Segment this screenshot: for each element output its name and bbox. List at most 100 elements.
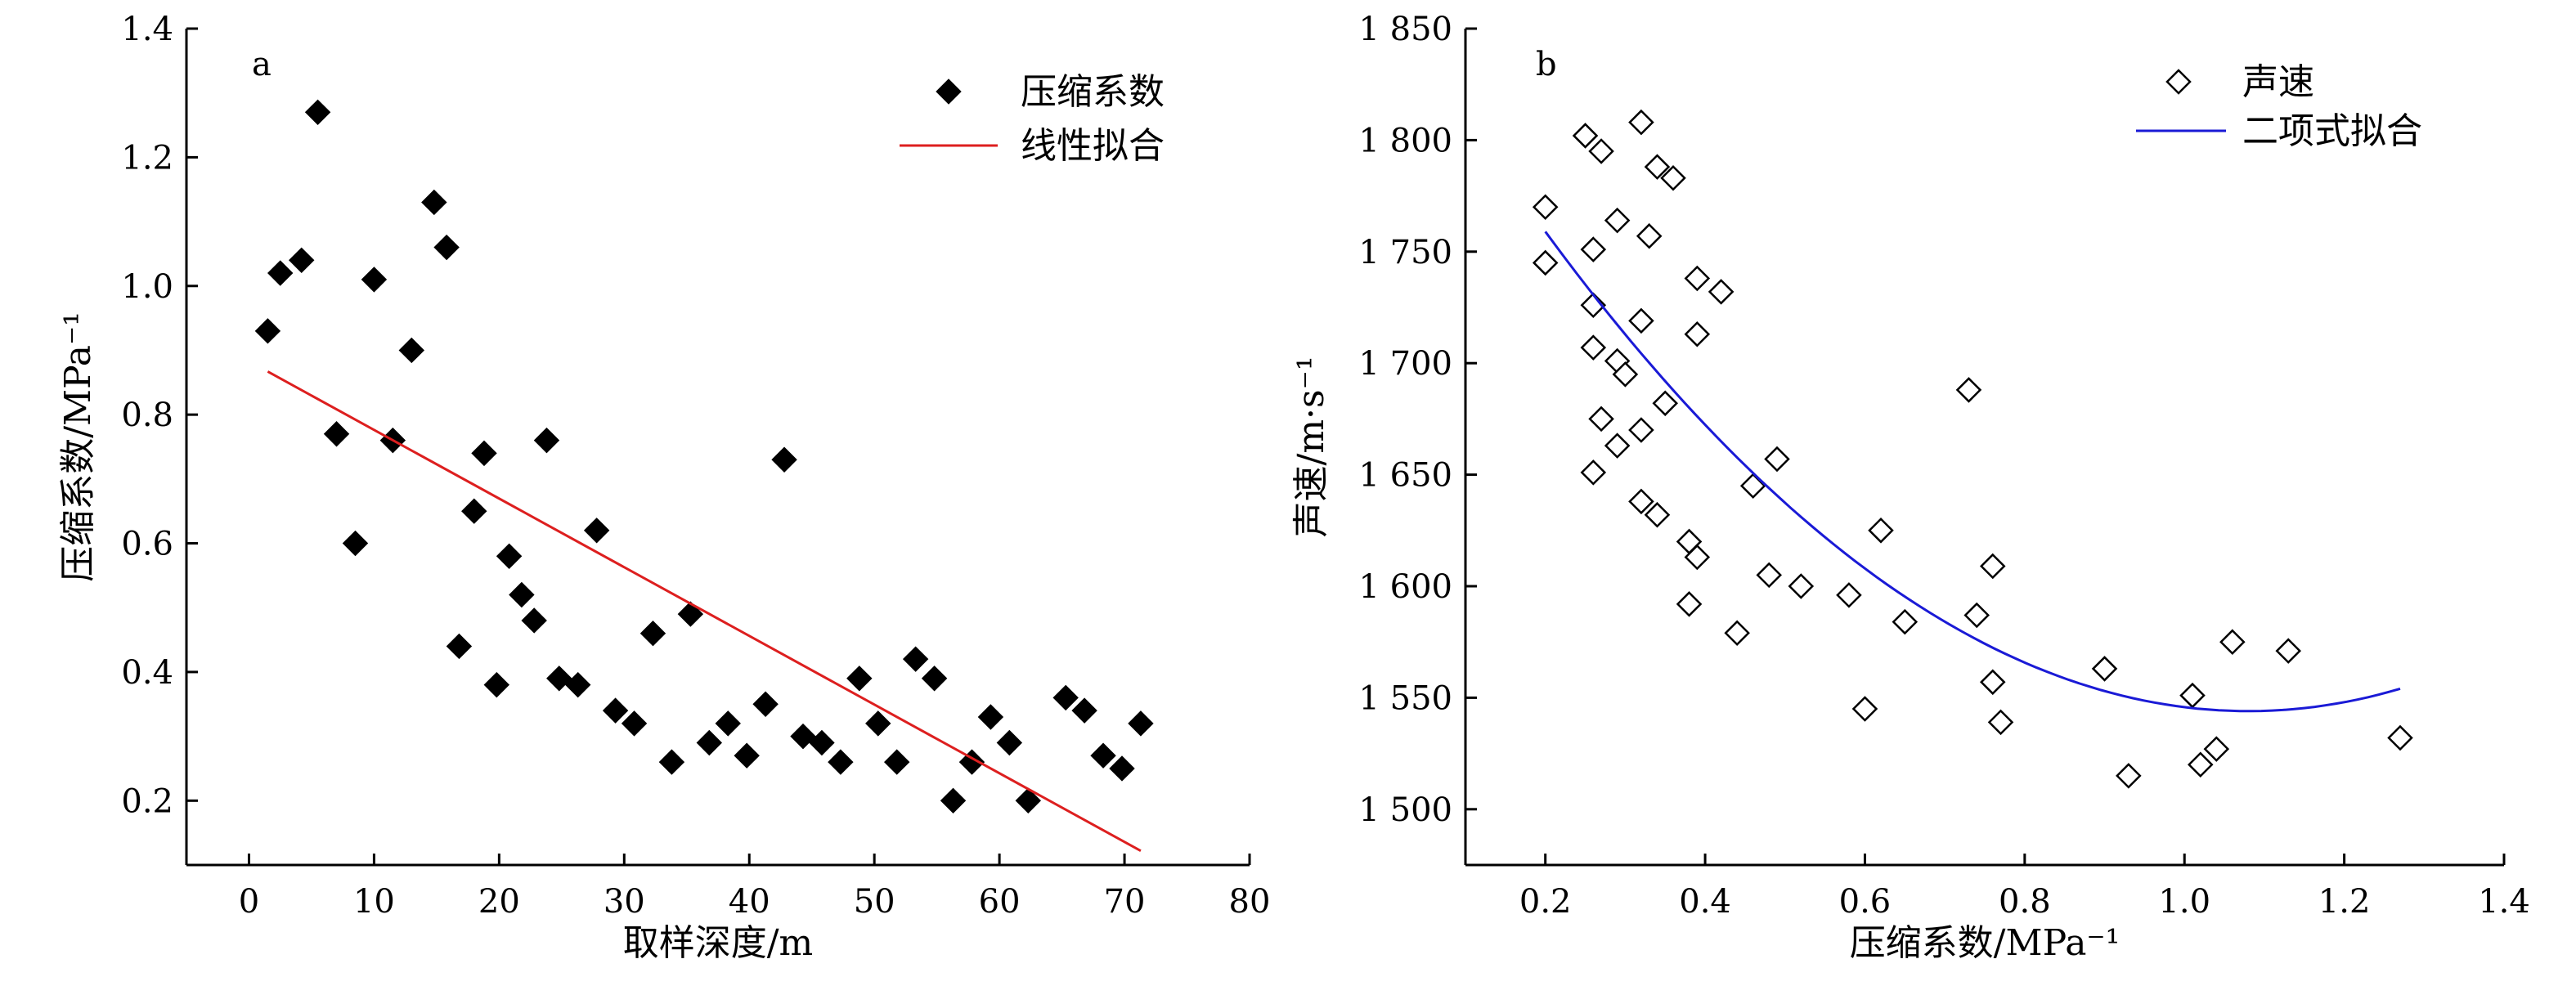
data-point bbox=[658, 749, 685, 775]
fit-curve bbox=[1544, 231, 2401, 713]
data-point bbox=[996, 729, 1023, 756]
data-point bbox=[254, 318, 281, 344]
data-point bbox=[977, 704, 1004, 730]
data-point bbox=[1868, 518, 1894, 544]
data-point bbox=[1588, 138, 1614, 164]
data-point bbox=[1788, 573, 1815, 599]
data-point bbox=[809, 729, 835, 756]
data-point bbox=[1628, 488, 1654, 515]
data-point bbox=[521, 607, 547, 634]
y-tick-label: 1.4 bbox=[121, 11, 173, 48]
y-tick-label: 1.2 bbox=[121, 139, 173, 177]
x-tick-label: 0.2 bbox=[1519, 883, 1572, 921]
data-point bbox=[640, 621, 666, 647]
data-point bbox=[267, 260, 294, 286]
data-point bbox=[1580, 334, 1607, 361]
x-tick-label: 1.0 bbox=[2158, 883, 2210, 921]
y-tick-label: 0.6 bbox=[121, 526, 173, 563]
data-point bbox=[958, 749, 985, 775]
data-point bbox=[1764, 446, 1790, 473]
data-point bbox=[2188, 751, 2214, 778]
x-axis-label: 压缩系数/MPa⁻¹ bbox=[1850, 922, 2120, 964]
data-point bbox=[940, 787, 967, 814]
x-tick-label: 1.4 bbox=[2478, 883, 2530, 921]
data-point bbox=[1052, 684, 1079, 711]
data-point bbox=[288, 247, 315, 273]
data-point bbox=[1090, 742, 1116, 769]
data-point bbox=[1980, 553, 2006, 580]
data-point bbox=[1604, 207, 1631, 234]
data-point bbox=[1652, 390, 1678, 417]
x-tick-label: 0.4 bbox=[1679, 883, 1731, 921]
y-tick-label: 1 600 bbox=[1358, 568, 1452, 606]
data-point bbox=[1580, 459, 1607, 486]
data-point bbox=[1071, 697, 1097, 724]
y-tick-label: 0.4 bbox=[121, 654, 173, 692]
data-point bbox=[2116, 763, 2142, 789]
data-point bbox=[1660, 165, 1686, 191]
data-point bbox=[2091, 656, 2118, 682]
data-point bbox=[1644, 501, 1671, 528]
data-point bbox=[2203, 736, 2230, 762]
data-point bbox=[483, 671, 510, 698]
data-point bbox=[1628, 109, 1654, 136]
x-tick-label: 70 bbox=[1104, 883, 1146, 921]
y-axis-label: 压缩系数/MPa⁻¹ bbox=[57, 311, 99, 582]
data-point bbox=[1588, 406, 1614, 432]
data-point bbox=[752, 691, 779, 717]
data-point bbox=[1756, 562, 1782, 589]
data-point bbox=[361, 267, 388, 293]
data-point bbox=[1676, 591, 1703, 617]
data-point bbox=[533, 427, 560, 454]
data-point bbox=[1580, 236, 1607, 262]
data-point bbox=[1987, 709, 2014, 736]
legend-label: 压缩系数 bbox=[1021, 71, 1165, 113]
y-tick-label: 1 650 bbox=[1358, 457, 1452, 495]
y-tick-label: 1 800 bbox=[1358, 122, 1452, 159]
data-point bbox=[433, 234, 460, 261]
legend-marker bbox=[936, 78, 962, 105]
y-tick-label: 1 850 bbox=[1358, 11, 1452, 48]
y-tick-label: 0.2 bbox=[121, 782, 173, 820]
data-point bbox=[790, 723, 816, 750]
x-tick-label: 1.2 bbox=[2318, 883, 2371, 921]
data-point bbox=[2179, 682, 2206, 709]
y-tick-label: 1 700 bbox=[1358, 345, 1452, 383]
data-point bbox=[1892, 608, 1919, 635]
y-tick-label: 1 550 bbox=[1358, 679, 1452, 717]
data-point bbox=[1724, 620, 1750, 647]
data-point bbox=[1684, 265, 1711, 292]
data-point bbox=[2387, 724, 2413, 751]
data-point bbox=[715, 710, 741, 737]
data-point bbox=[734, 742, 760, 769]
x-tick-label: 40 bbox=[729, 883, 770, 921]
data-point bbox=[323, 421, 350, 447]
data-point bbox=[446, 633, 473, 660]
x-tick-label: 80 bbox=[1229, 883, 1271, 921]
panel-b: 0.2 0.4 0.6 0.8 1.0 1.2 1.4 1 500 1 550 1 600 1 65… bbox=[1290, 11, 2530, 964]
data-point bbox=[677, 601, 704, 627]
data-point bbox=[342, 530, 369, 557]
data-point bbox=[2219, 629, 2246, 655]
data-point bbox=[1684, 320, 1711, 347]
data-point bbox=[771, 446, 797, 473]
panel-label: a bbox=[252, 46, 272, 83]
data-point bbox=[398, 337, 425, 364]
data-point bbox=[1963, 602, 1990, 629]
legend-label: 二项式拟合 bbox=[2242, 110, 2422, 152]
data-point bbox=[1739, 473, 1766, 500]
data-point bbox=[1612, 361, 1639, 388]
legend-label: 线性拟合 bbox=[1021, 125, 1165, 167]
data-point bbox=[1708, 279, 1735, 305]
data-point bbox=[1636, 222, 1663, 249]
panel-a: 0 10 20 30 40 50 60 70 80 0.2 0.4 0.6 0.8 1.0 1.2 1.4 取样… bbox=[57, 11, 1270, 964]
panel-label: b bbox=[1536, 46, 1557, 83]
data-point bbox=[921, 666, 948, 692]
data-point bbox=[846, 666, 873, 692]
data-point bbox=[696, 729, 723, 756]
legend-marker bbox=[2165, 69, 2192, 95]
data-point bbox=[496, 543, 523, 569]
y-tick-label: 1 750 bbox=[1358, 234, 1452, 271]
